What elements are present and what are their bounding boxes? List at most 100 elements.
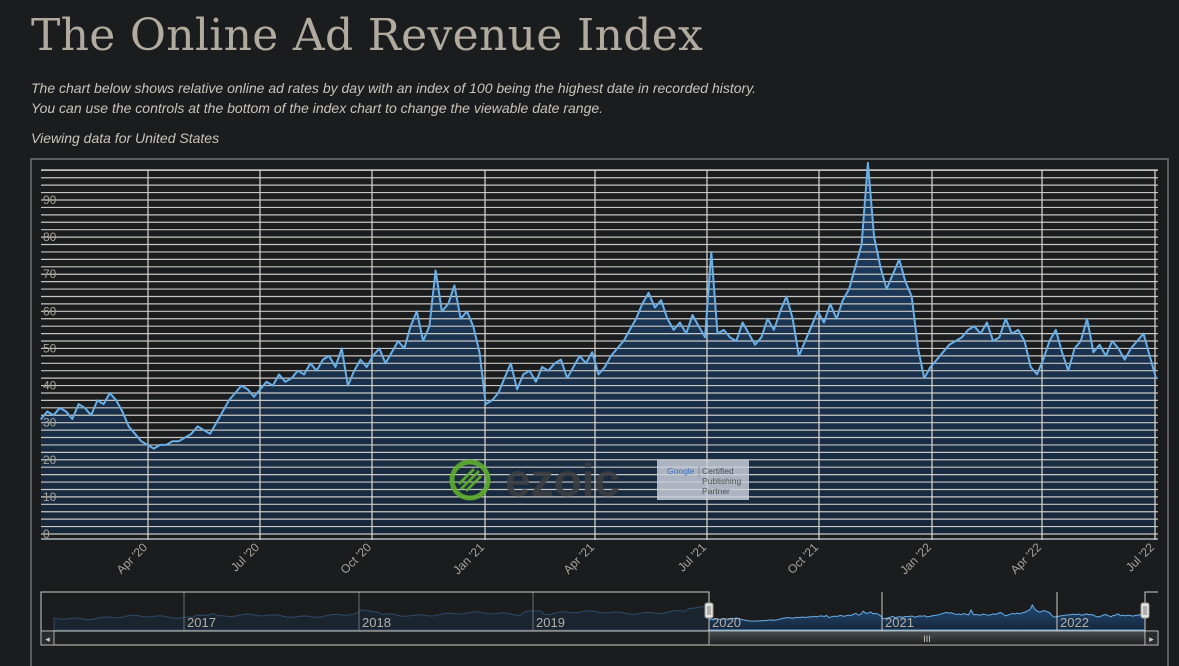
x-tick-label: Apr '21	[561, 540, 598, 577]
data-point	[409, 325, 412, 328]
data-point	[1048, 340, 1051, 342]
data-point	[510, 362, 512, 365]
y-tick-label: 30	[43, 416, 57, 430]
data-point	[723, 329, 725, 331]
data-point	[71, 418, 74, 420]
data-point	[842, 299, 844, 302]
data-point	[497, 392, 500, 394]
data-point	[660, 299, 662, 302]
data-point	[823, 321, 825, 324]
data-point	[654, 306, 656, 309]
data-point	[666, 318, 669, 320]
data-point	[290, 377, 293, 379]
navigator-year-labels: 2017 2018 2019 2020 2021 2022	[183, 592, 1089, 631]
data-point	[228, 399, 230, 402]
page-title: The Online Ad Revenue Index	[31, 10, 704, 61]
range-navigator[interactable]: 2017 2018 2019 2020 2021 2022 III ◂ ▸	[40, 591, 1159, 646]
data-point	[791, 318, 794, 320]
google-badge-google: Google	[667, 466, 695, 476]
grid-layer	[41, 169, 1158, 540]
data-point	[1036, 373, 1038, 376]
data-point	[397, 340, 399, 342]
google-badge-certified: Certified	[702, 466, 734, 476]
data-point	[491, 399, 493, 402]
data-point	[697, 325, 700, 328]
data-point	[1086, 318, 1088, 320]
data-point	[77, 403, 80, 405]
data-point	[779, 310, 781, 313]
data-point	[773, 329, 775, 331]
data-point	[873, 236, 875, 238]
data-point	[679, 321, 681, 324]
data-point	[854, 266, 857, 268]
data-point	[171, 440, 174, 443]
data-point	[146, 444, 149, 446]
ezoic-logo-mark-icon	[457, 467, 483, 493]
navigator-selected-area	[708, 603, 1146, 631]
navigator-year-label: 2018	[362, 615, 391, 630]
data-point	[403, 347, 406, 350]
data-point	[478, 351, 481, 354]
data-point	[848, 288, 850, 290]
navigator-right-handle[interactable]	[1140, 602, 1150, 619]
data-point	[760, 336, 763, 339]
data-point	[986, 321, 988, 324]
data-point	[1155, 377, 1157, 379]
data-point	[372, 355, 374, 357]
x-tick-label: Apr '22	[1008, 540, 1045, 577]
data-point	[992, 340, 994, 342]
x-tick-label: Jul '22	[1123, 540, 1157, 574]
data-point	[766, 318, 769, 320]
data-point	[353, 369, 356, 372]
scroll-left-button[interactable]	[40, 630, 55, 646]
data-point	[635, 318, 637, 320]
description-line-2: You can use the controls at the bottom o…	[31, 100, 604, 116]
data-point	[910, 295, 913, 298]
data-point	[1123, 358, 1126, 361]
data-point	[622, 340, 625, 342]
data-point	[829, 303, 832, 305]
google-badge-partner: Partner	[702, 486, 730, 496]
navigator-year-label: 2017	[187, 615, 216, 630]
data-point	[748, 332, 750, 335]
x-tick-label: Jul '21	[675, 540, 709, 574]
data-point	[1029, 366, 1032, 368]
data-point	[547, 369, 550, 372]
data-point	[459, 318, 462, 320]
data-point	[503, 377, 506, 379]
data-point	[954, 340, 957, 342]
data-point	[929, 366, 932, 368]
data-point	[641, 303, 644, 305]
navigator-left-handle[interactable]	[704, 602, 714, 619]
ezoic-watermark: ezoic Google Certified Publishing Partne…	[449, 454, 749, 506]
data-point	[484, 403, 487, 405]
data-point	[303, 373, 305, 376]
data-point	[1042, 358, 1044, 361]
line-layer	[40, 161, 1157, 450]
data-point	[1092, 351, 1095, 354]
data-point	[1073, 347, 1076, 350]
data-point	[560, 358, 562, 361]
data-point	[159, 444, 161, 446]
data-point	[1117, 347, 1120, 350]
data-point	[322, 358, 324, 361]
data-point	[65, 410, 67, 413]
data-point	[704, 336, 706, 339]
scroll-right-button[interactable]	[1144, 630, 1159, 646]
data-point	[867, 162, 869, 164]
data-point	[541, 366, 543, 368]
data-point	[741, 321, 744, 324]
data-point	[610, 355, 612, 357]
data-point	[153, 447, 155, 450]
data-point	[522, 373, 525, 376]
data-point	[284, 381, 287, 383]
data-point	[472, 325, 475, 328]
data-point	[447, 303, 450, 305]
data-point	[84, 407, 86, 409]
data-point	[716, 332, 719, 335]
data-point	[616, 347, 619, 350]
y-tick-label: 40	[43, 379, 57, 393]
x-tick-label: Oct '21	[785, 540, 822, 577]
data-point	[923, 377, 925, 379]
